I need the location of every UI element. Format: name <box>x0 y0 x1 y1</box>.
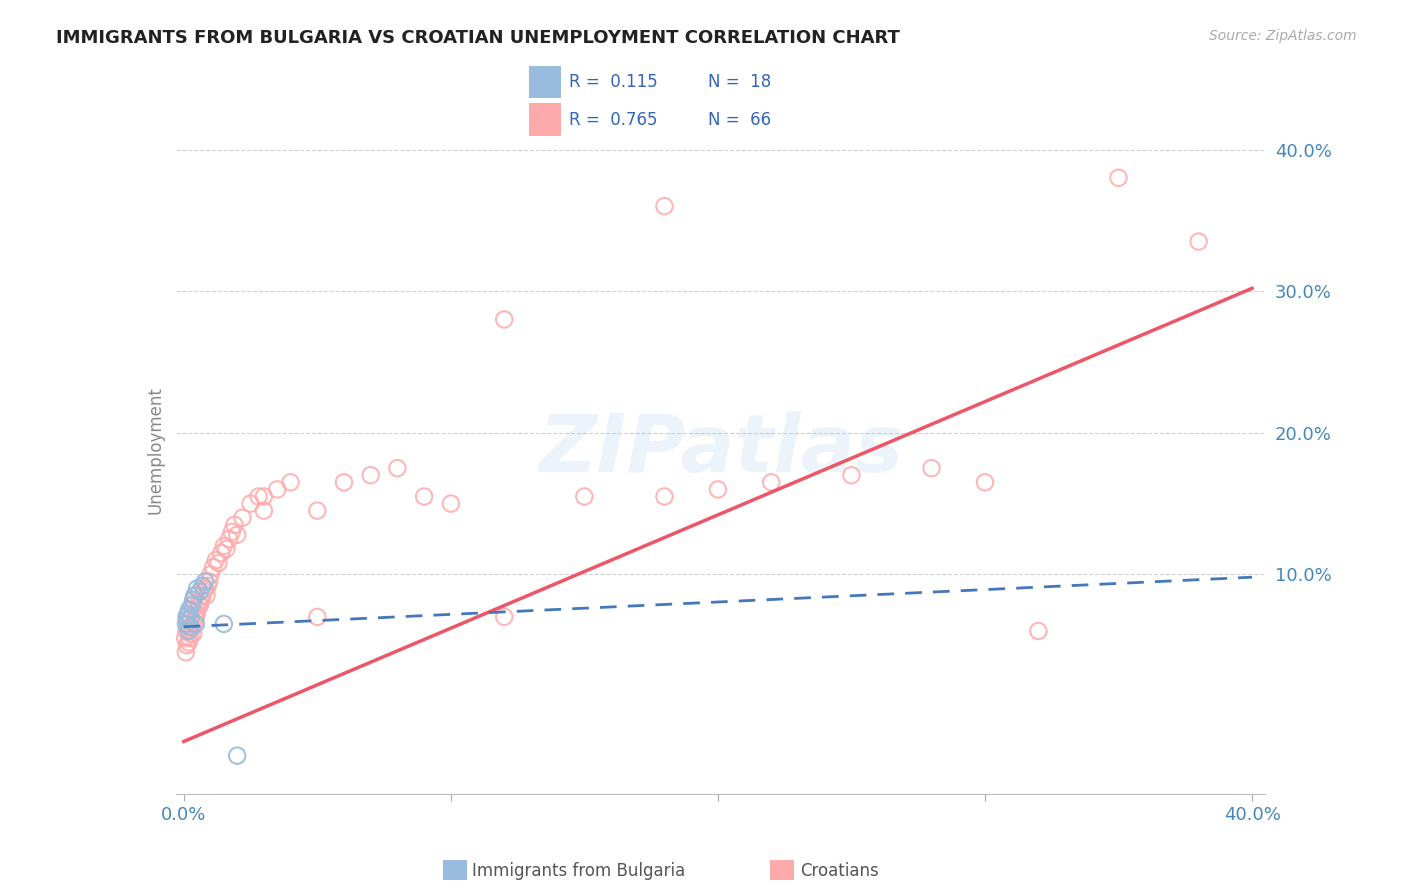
Point <box>191 579 214 593</box>
Point <box>360 468 382 483</box>
Text: N =  66: N = 66 <box>707 111 770 128</box>
Point <box>179 631 201 645</box>
Point <box>180 610 202 624</box>
Point <box>194 582 217 596</box>
Point <box>193 584 215 599</box>
Point <box>187 596 209 610</box>
Point <box>253 490 276 504</box>
Text: IMMIGRANTS FROM BULGARIA VS CROATIAN UNEMPLOYMENT CORRELATION CHART: IMMIGRANTS FROM BULGARIA VS CROATIAN UNE… <box>56 29 900 47</box>
Point <box>179 627 201 641</box>
Point <box>224 517 246 532</box>
Point <box>179 611 201 625</box>
Point <box>387 461 409 475</box>
Point <box>231 510 253 524</box>
Y-axis label: Unemployment: Unemployment <box>146 386 165 515</box>
Point <box>181 627 204 641</box>
Point <box>198 574 221 589</box>
Point <box>186 607 208 621</box>
Point <box>921 461 943 475</box>
Point <box>195 589 218 603</box>
Point <box>194 574 217 589</box>
Point <box>707 483 730 497</box>
Text: Immigrants from Bulgaria: Immigrants from Bulgaria <box>472 862 686 880</box>
Point <box>177 624 200 638</box>
Point <box>1028 624 1050 638</box>
Point <box>212 616 235 631</box>
Point <box>307 503 329 517</box>
Point <box>226 748 249 763</box>
Point <box>183 616 205 631</box>
Point <box>654 490 676 504</box>
Point <box>177 616 200 631</box>
Point <box>654 199 676 213</box>
Point <box>494 312 516 326</box>
Point <box>1108 170 1130 185</box>
Point <box>333 475 356 490</box>
Bar <box>529 103 561 136</box>
Point <box>200 567 222 582</box>
Point <box>221 524 243 539</box>
Point <box>177 635 200 649</box>
Point <box>184 616 207 631</box>
Point <box>183 589 205 603</box>
Point <box>974 475 997 490</box>
Point <box>202 560 225 574</box>
Point <box>177 607 200 621</box>
Text: Source: ZipAtlas.com: Source: ZipAtlas.com <box>1209 29 1357 44</box>
Point <box>280 475 302 490</box>
Point <box>494 610 516 624</box>
Point <box>215 541 238 556</box>
Point <box>413 490 436 504</box>
Point <box>218 532 240 546</box>
Point <box>191 589 214 603</box>
Text: R =  0.115: R = 0.115 <box>569 73 658 91</box>
Point <box>266 483 288 497</box>
Point <box>184 610 207 624</box>
Point <box>212 539 235 553</box>
Text: R =  0.765: R = 0.765 <box>569 111 658 128</box>
Point <box>177 613 200 627</box>
Point <box>174 631 197 645</box>
Point <box>183 596 205 610</box>
Point <box>188 584 211 599</box>
Text: N =  18: N = 18 <box>707 73 770 91</box>
Point <box>188 599 211 613</box>
Point <box>176 638 198 652</box>
Point <box>174 616 197 631</box>
Point <box>190 592 212 607</box>
Point <box>207 556 229 570</box>
Point <box>176 624 198 638</box>
Point <box>574 490 596 504</box>
Point <box>209 546 232 560</box>
Point <box>181 592 204 607</box>
Point <box>197 579 219 593</box>
Point <box>174 645 197 659</box>
Text: ZIPatlas: ZIPatlas <box>538 411 903 490</box>
Point <box>761 475 783 490</box>
Point <box>180 621 202 635</box>
Point <box>181 603 204 617</box>
Point <box>239 497 262 511</box>
Text: Croatians: Croatians <box>800 862 879 880</box>
Point <box>204 553 226 567</box>
Point <box>307 610 329 624</box>
Point <box>186 582 208 596</box>
Point <box>440 497 463 511</box>
Point <box>177 603 200 617</box>
Point <box>226 527 249 541</box>
Point <box>253 503 276 517</box>
Point <box>247 490 270 504</box>
Point <box>176 613 198 627</box>
Point <box>841 468 863 483</box>
Point <box>176 610 198 624</box>
Point <box>184 589 207 603</box>
Point <box>186 603 208 617</box>
Point <box>180 599 202 613</box>
Bar <box>529 66 561 98</box>
Point <box>1188 235 1211 249</box>
Point <box>179 620 201 634</box>
